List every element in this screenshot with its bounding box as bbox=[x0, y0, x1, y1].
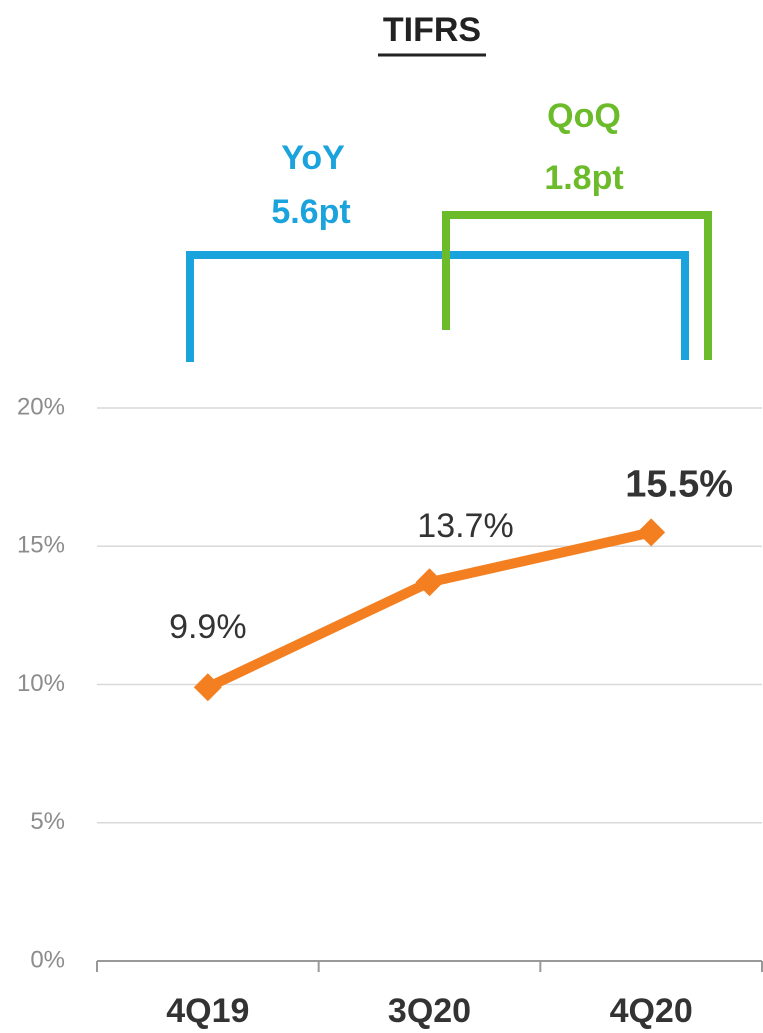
y-tick-label: 15% bbox=[17, 532, 65, 559]
data-line bbox=[205, 527, 653, 692]
chart-title: TIFRS bbox=[383, 11, 481, 49]
x-tick-label: 4Q19 bbox=[166, 992, 249, 1030]
data-marker bbox=[193, 673, 222, 702]
y-tick-label: 20% bbox=[17, 393, 65, 420]
y-tick-label: 10% bbox=[17, 670, 65, 697]
data-label: 15.5% bbox=[625, 463, 733, 505]
qoq-value: 1.8pt bbox=[544, 159, 623, 197]
x-tick-label: 3Q20 bbox=[388, 992, 471, 1030]
y-tick-label: 0% bbox=[30, 946, 65, 973]
yoy-value: 5.6pt bbox=[271, 193, 350, 231]
data-marker bbox=[637, 518, 666, 547]
qoq-label: QoQ bbox=[547, 97, 621, 135]
yoy-bracket bbox=[186, 251, 689, 362]
data-label: 9.9% bbox=[169, 608, 247, 646]
x-tick-label: 4Q20 bbox=[610, 992, 693, 1030]
qoq-bracket bbox=[442, 211, 712, 360]
data-marker bbox=[415, 568, 444, 597]
y-tick-label: 5% bbox=[30, 808, 65, 835]
yoy-label: YoY bbox=[281, 139, 345, 177]
data-label: 13.7% bbox=[417, 507, 513, 545]
